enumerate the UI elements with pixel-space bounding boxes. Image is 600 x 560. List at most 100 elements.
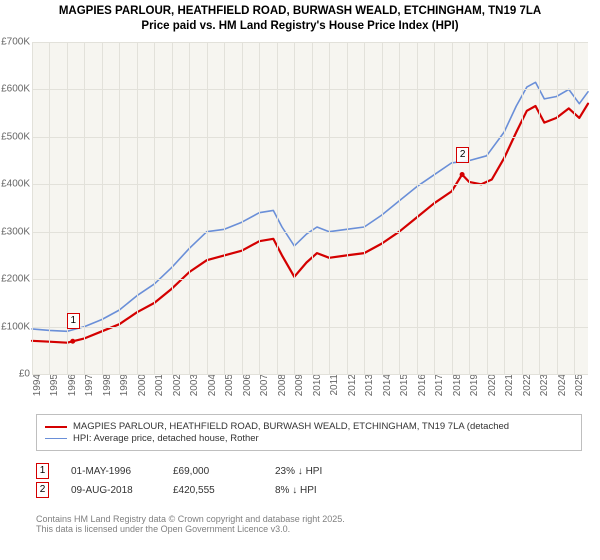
x-tick-label: 2010	[312, 374, 323, 396]
gridline-vertical	[469, 42, 470, 374]
legend: MAGPIES PARLOUR, HEATHFIELD ROAD, BURWAS…	[36, 414, 582, 451]
x-tick-label: 1999	[119, 374, 130, 396]
gridline-horizontal	[32, 327, 588, 328]
gridline-horizontal	[32, 137, 588, 138]
x-tick-label: 2019	[469, 374, 480, 396]
legend-label: HPI: Average price, detached house, Roth…	[73, 433, 259, 444]
gridline-vertical	[224, 42, 225, 374]
x-tick-label: 2011	[329, 374, 340, 396]
sale-point-2	[460, 172, 465, 177]
x-tick-label: 2016	[417, 374, 428, 396]
x-tick-label: 2017	[434, 374, 445, 396]
gridline-vertical	[434, 42, 435, 374]
gridline-vertical	[259, 42, 260, 374]
gridline-vertical	[172, 42, 173, 374]
title-line1: MAGPIES PARLOUR, HEATHFIELD ROAD, BURWAS…	[8, 4, 592, 19]
gridline-vertical	[119, 42, 120, 374]
gridline-vertical	[312, 42, 313, 374]
sale-date: 01-MAY-1996	[71, 466, 151, 477]
x-tick-label: 1998	[102, 374, 113, 396]
gridline-horizontal	[32, 89, 588, 90]
x-tick-label: 2021	[504, 374, 515, 396]
x-tick-label: 2004	[207, 374, 218, 396]
gridline-vertical	[364, 42, 365, 374]
x-tick-label: 2015	[399, 374, 410, 396]
x-tick-label: 2013	[364, 374, 375, 396]
x-tick-label: 2008	[277, 374, 288, 396]
y-tick-label: £200K	[1, 274, 30, 285]
gridline-horizontal	[32, 232, 588, 233]
gridline-vertical	[382, 42, 383, 374]
x-tick-label: 1997	[84, 374, 95, 396]
x-tick-label: 2007	[259, 374, 270, 396]
y-tick-label: £700K	[1, 37, 30, 48]
sale-row: 2 09-AUG-2018 £420,555 8% ↓ HPI	[36, 482, 355, 498]
y-tick-label: £300K	[1, 226, 30, 237]
x-tick-label: 2025	[574, 374, 585, 396]
legend-label: MAGPIES PARLOUR, HEATHFIELD ROAD, BURWAS…	[73, 421, 509, 432]
x-tick-label: 2012	[347, 374, 358, 396]
y-tick-label: £100K	[1, 321, 30, 332]
gridline-vertical	[207, 42, 208, 374]
gridline-vertical	[294, 42, 295, 374]
y-tick-label: £500K	[1, 131, 30, 142]
x-tick-label: 1995	[49, 374, 60, 396]
footer-line1: Contains HM Land Registry data © Crown c…	[36, 514, 345, 524]
x-tick-label: 1996	[67, 374, 78, 396]
x-tick-label: 2014	[382, 374, 393, 396]
sale-delta: 8% ↓ HPI	[275, 485, 355, 496]
x-tick-label: 2001	[154, 374, 165, 396]
legend-row: HPI: Average price, detached house, Roth…	[45, 433, 573, 444]
gridline-horizontal	[32, 279, 588, 280]
sale-row: 1 01-MAY-1996 £69,000 23% ↓ HPI	[36, 463, 355, 479]
gridline-vertical	[102, 42, 103, 374]
gridline-vertical	[452, 42, 453, 374]
x-tick-label: 2023	[539, 374, 550, 396]
x-tick-label: 2002	[172, 374, 183, 396]
sale-price: £69,000	[173, 466, 253, 477]
gridline-vertical	[574, 42, 575, 374]
gridline-vertical	[84, 42, 85, 374]
legend-row: MAGPIES PARLOUR, HEATHFIELD ROAD, BURWAS…	[45, 421, 573, 432]
sale-date: 09-AUG-2018	[71, 485, 151, 496]
x-tick-label: 2006	[242, 374, 253, 396]
x-tick-label: 2003	[189, 374, 200, 396]
sale-price: £420,555	[173, 485, 253, 496]
gridline-horizontal	[32, 184, 588, 185]
gridline-vertical	[557, 42, 558, 374]
gridline-vertical	[347, 42, 348, 374]
gridline-horizontal	[32, 374, 588, 375]
gridline-vertical	[242, 42, 243, 374]
gridline-horizontal	[32, 42, 588, 43]
x-tick-label: 1994	[32, 374, 43, 396]
gridline-vertical	[417, 42, 418, 374]
gridline-vertical	[329, 42, 330, 374]
sale-row-marker: 1	[36, 463, 49, 479]
gridline-vertical	[522, 42, 523, 374]
gridline-vertical	[189, 42, 190, 374]
gridline-vertical	[539, 42, 540, 374]
chart-plot-area: 1994199519961997199819992000200120022003…	[32, 42, 588, 374]
x-tick-label: 2000	[137, 374, 148, 396]
gridline-vertical	[32, 42, 33, 374]
title-line2: Price paid vs. HM Land Registry's House …	[8, 19, 592, 34]
gridline-vertical	[137, 42, 138, 374]
legend-swatch	[45, 426, 67, 428]
sale-point-1	[70, 339, 75, 344]
footer-line2: This data is licensed under the Open Gov…	[36, 524, 345, 534]
footer-credit: Contains HM Land Registry data © Crown c…	[36, 514, 345, 534]
chart-title: MAGPIES PARLOUR, HEATHFIELD ROAD, BURWAS…	[0, 0, 600, 36]
y-tick-label: £600K	[1, 84, 30, 95]
sale-delta: 23% ↓ HPI	[275, 466, 355, 477]
sale-row-marker: 2	[36, 482, 49, 498]
gridline-vertical	[154, 42, 155, 374]
sales-table: 1 01-MAY-1996 £69,000 23% ↓ HPI 2 09-AUG-2018…	[36, 460, 355, 501]
sale-marker-1: 1	[67, 313, 80, 329]
x-tick-label: 2009	[294, 374, 305, 396]
gridline-vertical	[277, 42, 278, 374]
x-tick-label: 2024	[557, 374, 568, 396]
gridline-vertical	[504, 42, 505, 374]
sale-marker-2: 2	[456, 147, 469, 163]
x-tick-label: 2005	[224, 374, 235, 396]
gridline-vertical	[49, 42, 50, 374]
